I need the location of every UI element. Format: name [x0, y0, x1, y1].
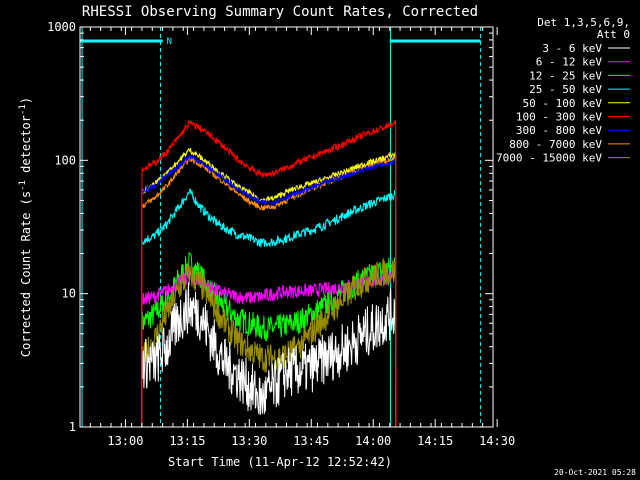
x-tick-label: 14:30 — [479, 434, 515, 448]
legend-header-line1: Det 1,3,5,6,9, — [537, 16, 630, 29]
legend-entry-label: 7000 - 15000 keV — [496, 152, 602, 165]
y-tick-label: 1 — [69, 420, 76, 434]
x-tick-label: 14:00 — [355, 434, 391, 448]
legend-entry-label: 100 - 300 keV — [516, 111, 602, 124]
y-tick-label: 10 — [62, 287, 76, 301]
legend-entry-label: 6 - 12 keV — [536, 56, 603, 69]
x-tick-label: 13:15 — [169, 434, 205, 448]
y-axis-label-mid: detector — [19, 115, 33, 180]
series-line — [141, 282, 397, 427]
legend-entry-label: 12 - 25 keV — [529, 69, 602, 82]
y-axis-label-main: Corrected Count Rate (s — [19, 191, 33, 357]
legend-entry-label: 300 - 800 keV — [516, 124, 602, 137]
y-axis-label: Corrected Count Rate (s-1 detector-1) — [18, 97, 33, 357]
axes: 1 10 100 1000 13:00 13:15 13:30 13:45 14:00 14:15… — [47, 20, 515, 448]
series-line — [141, 119, 397, 427]
y-axis-label-sup1: -1 — [18, 180, 28, 191]
series-line — [141, 154, 397, 427]
chart-title: RHESSI Observing Summary Count Rates, Co… — [82, 4, 478, 20]
flag-text: N — [167, 37, 172, 47]
y-axis-label-sup2: -1 — [18, 104, 28, 115]
legend-entry-label: 800 - 7000 keV — [509, 138, 602, 151]
x-tick-label: 14:15 — [417, 434, 453, 448]
series-line — [141, 148, 397, 427]
y-tick-label: 1000 — [47, 20, 76, 34]
x-axis-label: Start Time (11-Apr-12 12:52:42) — [168, 455, 392, 469]
legend-header-line2: Att 0 — [597, 28, 630, 41]
x-tick-label: 13:45 — [293, 434, 329, 448]
legend-entry-label: 25 - 50 keV — [529, 83, 602, 96]
x-tick-label: 13:00 — [107, 434, 143, 448]
series-line — [141, 257, 397, 427]
series-line — [141, 188, 397, 427]
x-tick-label: 13:30 — [231, 434, 267, 448]
legend-entry-label: 50 - 100 keV — [523, 97, 603, 110]
y-tick-label: 100 — [54, 153, 76, 167]
plot-area — [80, 27, 482, 427]
legend-entry-label: 3 - 6 keV — [542, 42, 602, 55]
footer-timestamp: 20-Oct-2021 05:28 — [554, 468, 636, 477]
y-axis-label-end: ) — [19, 97, 33, 104]
